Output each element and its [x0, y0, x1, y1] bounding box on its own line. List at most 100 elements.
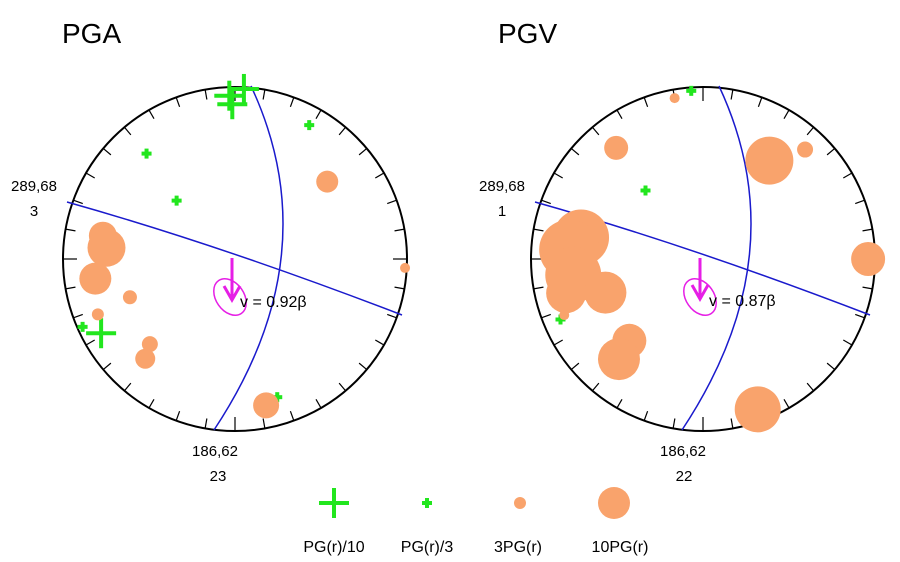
legend-label: PG(r)/3 [401, 539, 454, 556]
amplitude-circle [584, 271, 627, 314]
tick-mark [85, 172, 96, 179]
amplitude-circle [87, 228, 126, 267]
amplitude-circle [514, 497, 526, 509]
amplitude-circle [851, 242, 886, 276]
rupture-uncertainty-ellipse [213, 278, 247, 316]
legend-symbols [319, 487, 630, 519]
amplitude-circle [598, 487, 630, 519]
large-plus-symbol [217, 89, 248, 120]
station-count-2: 22 [676, 468, 693, 485]
tick-mark [855, 313, 865, 319]
tick-mark [148, 109, 155, 120]
tick-mark [102, 147, 112, 156]
tick-mark [553, 339, 564, 346]
tick-mark [338, 382, 347, 392]
tick-mark [148, 398, 155, 409]
tick-mark [570, 362, 580, 371]
tick-mark [374, 339, 385, 346]
large-plus-symbol [228, 73, 259, 104]
velocity-label: v = 0.92β [240, 294, 307, 311]
tick-mark [591, 126, 600, 136]
strike-dip-label-1: 289,68 [479, 178, 525, 195]
tick-mark [862, 228, 873, 232]
tick-mark [65, 228, 76, 232]
tick-mark [672, 418, 676, 429]
tick-mark [826, 147, 836, 156]
amplitude-circle [745, 136, 794, 185]
amplitude-circle [734, 386, 781, 433]
tick-mark [757, 97, 763, 107]
tick-mark [394, 228, 405, 232]
tick-mark [358, 147, 368, 156]
amplitude-circle [253, 392, 280, 419]
amplitude-symbols [77, 73, 411, 419]
amplitude-symbols [539, 85, 886, 433]
strike-dip-label-2: 186,62 [660, 443, 706, 460]
tick-mark [541, 313, 551, 319]
tick-mark [842, 339, 853, 346]
tick-mark [289, 411, 295, 421]
amplitude-circle [141, 336, 158, 353]
small-plus-symbol [77, 321, 88, 332]
small-plus-symbol [304, 120, 315, 131]
tick-mark [315, 398, 322, 409]
tick-mark [73, 199, 83, 205]
rupture-uncertainty-ellipse [683, 278, 717, 316]
nodal-plane-2 [213, 85, 284, 431]
tick-mark [862, 286, 873, 290]
tick-mark [123, 126, 132, 136]
amplitude-circle [400, 262, 411, 273]
amplitude-circle [797, 141, 814, 158]
tick-mark [175, 97, 181, 107]
amplitude-circle [669, 93, 680, 104]
tick-mark [358, 362, 368, 371]
station-count-1: 3 [30, 203, 38, 220]
tick-mark [541, 199, 551, 205]
tick-mark [783, 109, 790, 120]
legend-label: 3PG(r) [494, 539, 542, 556]
small-plus-symbol [686, 85, 697, 96]
amplitude-circle [597, 338, 640, 381]
small-plus-symbol [171, 195, 182, 206]
nodal-plane-1 [66, 201, 403, 316]
rupture-arrowhead-icon [690, 284, 710, 303]
station-count-2: 23 [210, 468, 227, 485]
legend-label: 10PG(r) [592, 539, 649, 556]
tick-mark [204, 418, 208, 429]
tick-marks [531, 87, 875, 431]
tick-mark [570, 147, 580, 156]
amplitude-circle [122, 290, 137, 305]
tick-mark [855, 199, 865, 205]
legend: PG(r)/10 PG(r)/3 3PG(r) 10PG(r) [303, 487, 648, 556]
amplitude-circle [316, 170, 339, 193]
station-count-1: 1 [498, 203, 506, 220]
amplitude-circle [546, 273, 587, 314]
panel-pgv: PGV v = 0.87β 289,68 1 186,62 22 [479, 18, 886, 485]
tick-mark [65, 286, 76, 290]
panel-title: PGV [498, 18, 557, 49]
tick-mark [394, 286, 405, 290]
tick-mark [73, 313, 83, 319]
tick-mark [533, 228, 544, 232]
tick-mark [387, 313, 397, 319]
tick-mark [289, 97, 295, 107]
large-plus-symbol [319, 488, 349, 518]
strike-dip-label-2: 186,62 [192, 443, 238, 460]
tick-mark [730, 418, 734, 429]
tick-mark [123, 382, 132, 392]
rupture-arrowhead-icon [222, 285, 242, 304]
tick-mark [204, 89, 208, 100]
tick-mark [533, 286, 544, 290]
amplitude-circle [559, 310, 570, 321]
tick-mark [553, 172, 564, 179]
tick-mark [616, 109, 623, 120]
amplitude-circle [91, 308, 104, 321]
tick-mark [616, 398, 623, 409]
tick-mark [643, 97, 649, 107]
small-plus-symbol [422, 498, 432, 508]
legend-label: PG(r)/10 [303, 539, 364, 556]
velocity-label: v = 0.87β [709, 293, 776, 310]
tick-mark [842, 172, 853, 179]
tick-mark [387, 199, 397, 205]
